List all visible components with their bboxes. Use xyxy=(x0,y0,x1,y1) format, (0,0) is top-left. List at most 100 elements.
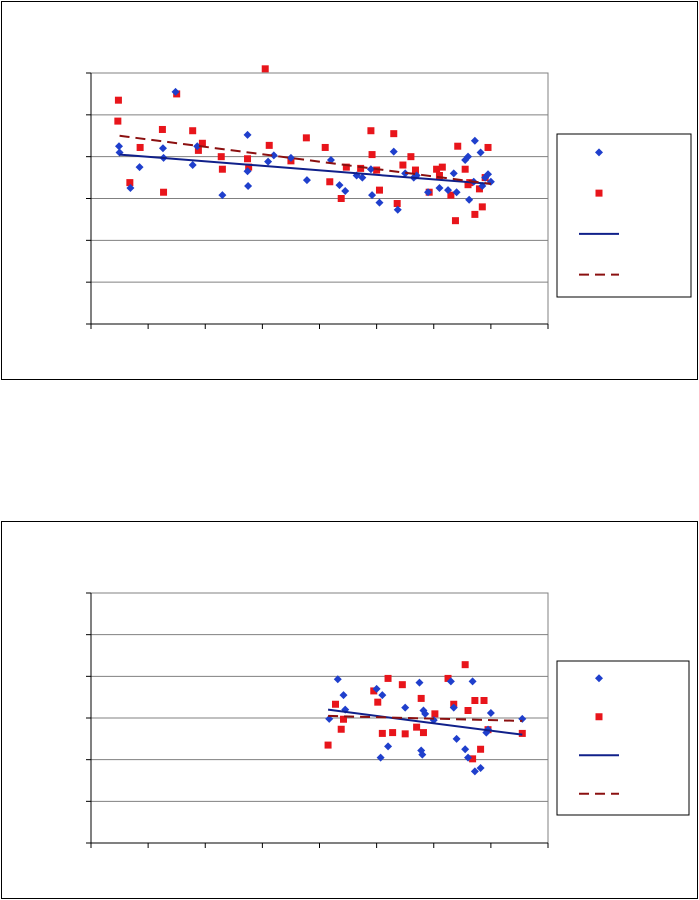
point-square-0 xyxy=(114,96,122,104)
point-square-14 xyxy=(261,65,269,73)
point-square-30 xyxy=(407,153,415,161)
point-diamond-40 xyxy=(476,148,485,157)
point-square-37 xyxy=(451,217,459,225)
point-square-24 xyxy=(518,729,526,737)
point-diamond-16 xyxy=(449,703,458,712)
point-square-28 xyxy=(393,200,401,208)
trendline-solid xyxy=(119,153,491,185)
point-square-5 xyxy=(160,188,168,196)
point-diamond-21 xyxy=(358,173,367,182)
point-square-21 xyxy=(477,745,485,753)
point-square-5 xyxy=(374,698,382,706)
point-diamond-14 xyxy=(269,151,278,160)
point-square-8 xyxy=(194,146,202,154)
point-diamond-12 xyxy=(244,181,253,190)
point-diamond-4 xyxy=(158,144,167,153)
point-diamond-22 xyxy=(366,165,375,174)
point-square-22 xyxy=(357,164,365,172)
point-diamond-36 xyxy=(464,152,473,161)
point-diamond-9 xyxy=(218,191,227,200)
point-diamond-9 xyxy=(415,678,424,687)
point-square-33 xyxy=(433,165,441,173)
point-square-19 xyxy=(469,755,477,763)
point-diamond-8 xyxy=(401,703,410,712)
point-diamond-15 xyxy=(286,153,295,162)
point-diamond-16 xyxy=(302,176,311,185)
chart-1 xyxy=(1,1,698,380)
point-diamond-7 xyxy=(188,161,197,170)
point-square-39 xyxy=(461,165,469,173)
point-square-12 xyxy=(244,155,252,163)
point-square-13 xyxy=(419,729,427,737)
point-square-7 xyxy=(384,674,392,682)
point-square-23 xyxy=(367,127,375,135)
point-square-22 xyxy=(480,697,488,704)
point-diamond-26 xyxy=(518,714,527,723)
point-diamond-2 xyxy=(339,691,348,700)
point-square-15 xyxy=(265,141,273,149)
point-square-27 xyxy=(390,130,398,138)
point-diamond-43 xyxy=(484,170,493,179)
legend xyxy=(556,133,692,298)
point-diamond-6 xyxy=(378,691,387,700)
point-diamond-18 xyxy=(461,745,470,754)
point-square-26 xyxy=(375,186,383,194)
point-diamond-21 xyxy=(470,767,479,776)
chart-1-svg xyxy=(86,65,692,329)
point-square-43 xyxy=(475,185,483,193)
trendline-dashed xyxy=(328,714,523,722)
point-square-20 xyxy=(337,195,345,202)
point-square-21 xyxy=(342,163,350,171)
point-square-17 xyxy=(302,134,310,142)
point-square-29 xyxy=(399,161,407,169)
point-diamond-32 xyxy=(444,186,453,195)
legend-marker-diamond xyxy=(595,674,603,683)
point-square-0 xyxy=(324,741,332,749)
point-diamond-18 xyxy=(335,181,344,190)
point-diamond-37 xyxy=(465,195,474,204)
legend xyxy=(556,660,690,816)
point-diamond-23 xyxy=(482,728,491,737)
legend-marker-diamond xyxy=(595,148,603,157)
point-diamond-24 xyxy=(375,198,384,207)
point-square-10 xyxy=(217,153,225,161)
point-diamond-15 xyxy=(446,677,455,686)
point-square-1 xyxy=(331,700,339,708)
point-square-11 xyxy=(218,165,226,173)
point-diamond-34 xyxy=(452,188,461,197)
point-diamond-3 xyxy=(135,163,144,172)
point-square-9 xyxy=(398,681,406,689)
point-diamond-10 xyxy=(243,130,252,139)
point-diamond-22 xyxy=(476,764,485,772)
point-square-3 xyxy=(136,143,144,151)
point-diamond-39 xyxy=(470,136,479,145)
point-diamond-3 xyxy=(341,705,350,714)
point-square-42 xyxy=(471,210,479,218)
point-diamond-20 xyxy=(468,677,477,686)
point-square-9 xyxy=(198,139,206,147)
point-diamond-25 xyxy=(486,709,495,717)
chart-2-svg xyxy=(86,592,690,848)
point-diamond-25 xyxy=(389,147,398,156)
point-square-13 xyxy=(245,163,253,171)
point-diamond-1 xyxy=(333,675,342,684)
point-diamond-19 xyxy=(341,186,350,195)
point-square-14 xyxy=(431,710,439,718)
point-square-44 xyxy=(478,203,486,211)
point-diamond-31 xyxy=(435,184,444,193)
point-diamond-4 xyxy=(372,684,381,693)
point-diamond-17 xyxy=(452,734,461,743)
point-square-35 xyxy=(438,163,446,171)
point-square-38 xyxy=(454,142,462,150)
point-diamond-6 xyxy=(171,87,180,96)
point-square-31 xyxy=(411,166,419,174)
point-diamond-13 xyxy=(421,709,430,718)
point-square-36 xyxy=(447,191,455,199)
point-square-24 xyxy=(368,151,376,159)
point-diamond-26 xyxy=(393,205,402,214)
point-square-3 xyxy=(339,715,347,723)
legend-marker-square xyxy=(595,189,603,197)
point-square-46 xyxy=(484,143,492,151)
point-diamond-0 xyxy=(325,714,334,723)
point-square-6 xyxy=(378,729,386,737)
